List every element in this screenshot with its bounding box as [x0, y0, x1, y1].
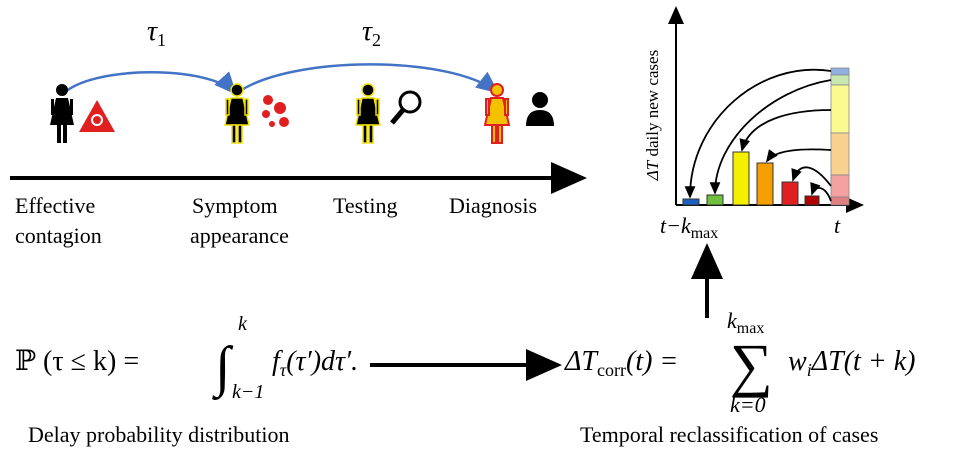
- stage-label: Diagnosis: [449, 193, 537, 218]
- person: [484, 83, 510, 144]
- summand: wiΔT(t + k): [788, 346, 915, 380]
- tau-2: τ2: [362, 16, 381, 50]
- stage-label: contagion: [15, 223, 102, 248]
- magnifier-icon: [390, 90, 422, 125]
- bars: [682, 151, 820, 206]
- corr-formula: ΔTcorr(t) =: [564, 346, 678, 380]
- reclass-arrows: [684, 68, 832, 202]
- virus-icon: [262, 95, 289, 127]
- person: [355, 83, 381, 144]
- integral-sign: ∫: [212, 336, 234, 401]
- sum-lower: k=0: [730, 392, 766, 417]
- caption: Delay probability distribution: [28, 422, 290, 447]
- sum-upper: kmax: [727, 308, 764, 337]
- caption: Temporal reclassification of cases: [580, 422, 878, 447]
- sum-sign: ∑: [730, 332, 773, 398]
- inset-x-left: t−kmax: [660, 213, 718, 242]
- stage-label: appearance: [190, 223, 289, 248]
- delay-formula: ℙ (τ ≤ k) =: [15, 346, 139, 377]
- delay-arc: [236, 63, 499, 95]
- doctor-icon: [526, 92, 554, 126]
- stacked-column: [830, 67, 850, 206]
- stage-label: Effective: [15, 193, 95, 218]
- person: [224, 83, 250, 144]
- integrand: fτ(τ′)dτ′.: [272, 346, 358, 380]
- delay-arc: [61, 71, 237, 96]
- integral-upper: k: [238, 313, 248, 335]
- person: [50, 84, 74, 143]
- integral-lower: k−1: [232, 381, 264, 403]
- tau-1: τ1: [147, 16, 166, 50]
- inset-x-right: t: [834, 213, 841, 238]
- stage-label: Symptom: [192, 193, 278, 218]
- inset-y-label: ΔT daily new cases: [643, 50, 662, 181]
- stage-label: Testing: [333, 193, 397, 218]
